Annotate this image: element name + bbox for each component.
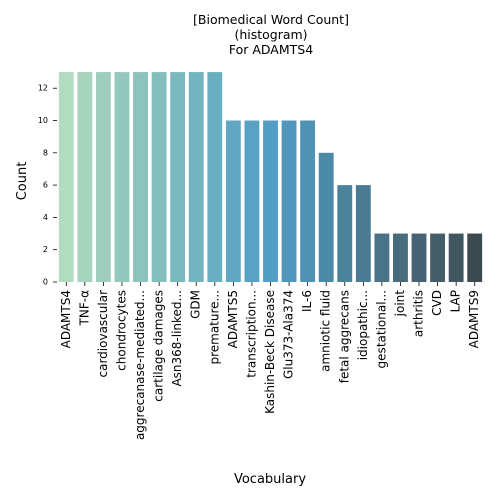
bar-4 xyxy=(114,72,130,283)
y-tick-label: 2 xyxy=(43,245,48,254)
x-tick-label: fetal aggrecans xyxy=(337,290,351,383)
x-tick-label: Kashin-Beck Disease xyxy=(263,290,277,414)
x-tick-label: aggrecanase-mediated... xyxy=(133,290,147,440)
bar-22 xyxy=(448,233,464,282)
bar-1 xyxy=(58,72,74,283)
x-axis-ticks: ADAMTS4 TNF-α cardiovascular chondrocytes ag… xyxy=(59,282,481,440)
x-tick-label: transcription... xyxy=(244,290,258,378)
x-tick-label: IL-6 xyxy=(300,290,314,312)
bar-21 xyxy=(430,233,446,282)
chart-title-line-2: (histogram) xyxy=(234,27,307,42)
y-axis-label: Count xyxy=(15,162,30,201)
y-tick-label: 12 xyxy=(38,84,48,93)
chart-title-line-1: [Biomedical Word Count] xyxy=(193,12,349,27)
x-tick-label: LAP xyxy=(449,290,463,312)
y-tick-label: 0 xyxy=(43,278,48,287)
y-tick-label: 4 xyxy=(43,213,48,222)
x-tick-label: cartilage damages xyxy=(152,290,166,402)
bar-6 xyxy=(151,72,167,283)
bar-13 xyxy=(281,120,297,282)
x-tick-label: idiopathic... xyxy=(356,290,370,360)
x-tick-label: chondrocytes xyxy=(114,290,128,371)
bar-7 xyxy=(170,72,186,283)
x-tick-label: Asn368-linked... xyxy=(170,290,184,387)
x-tick-label: amniotic fluid xyxy=(319,290,333,372)
x-tick-label: ADAMTS5 xyxy=(226,290,240,348)
x-tick-label: cardiovascular xyxy=(96,290,110,378)
x-tick-label: ADAMTS9 xyxy=(467,290,481,348)
bar-16 xyxy=(337,185,353,282)
bar-19 xyxy=(393,233,408,282)
chart-title-line-3: For ADAMTS4 xyxy=(229,42,313,57)
y-axis-ticks: 0 2 4 6 8 10 12 xyxy=(38,84,57,287)
x-tick-label: Glu373-Ala374 xyxy=(282,290,296,379)
bar-3 xyxy=(95,72,111,283)
bar-5 xyxy=(133,72,148,283)
y-tick-label: 10 xyxy=(38,116,48,125)
bar-18 xyxy=(374,233,390,282)
x-tick-label: CVD xyxy=(430,290,444,316)
bar-23 xyxy=(467,233,483,282)
y-tick-label: 8 xyxy=(43,148,48,157)
bar-12 xyxy=(263,120,278,282)
bar-17 xyxy=(355,185,371,282)
bar-9 xyxy=(207,72,223,283)
x-tick-label: joint xyxy=(393,290,407,318)
bar-14 xyxy=(300,120,316,282)
x-axis-label: Vocabulary xyxy=(234,472,306,487)
x-tick-label: TNF-α xyxy=(77,290,91,327)
bar-20 xyxy=(411,233,427,282)
x-tick-label: premature... xyxy=(207,290,221,365)
bar-2 xyxy=(77,72,93,283)
bar-11 xyxy=(244,120,260,282)
x-tick-label: arthritis xyxy=(412,290,426,337)
bar-10 xyxy=(225,120,241,282)
bar-8 xyxy=(188,72,204,283)
x-tick-label: GDM xyxy=(189,290,203,319)
chart-title: [Biomedical Word Count] (histogram) For … xyxy=(193,12,349,57)
x-tick-label: ADAMTS4 xyxy=(59,290,73,348)
bar-15 xyxy=(318,152,334,282)
x-tick-label: gestational... xyxy=(374,290,388,368)
y-tick-label: 6 xyxy=(43,181,48,190)
bars xyxy=(58,72,483,283)
